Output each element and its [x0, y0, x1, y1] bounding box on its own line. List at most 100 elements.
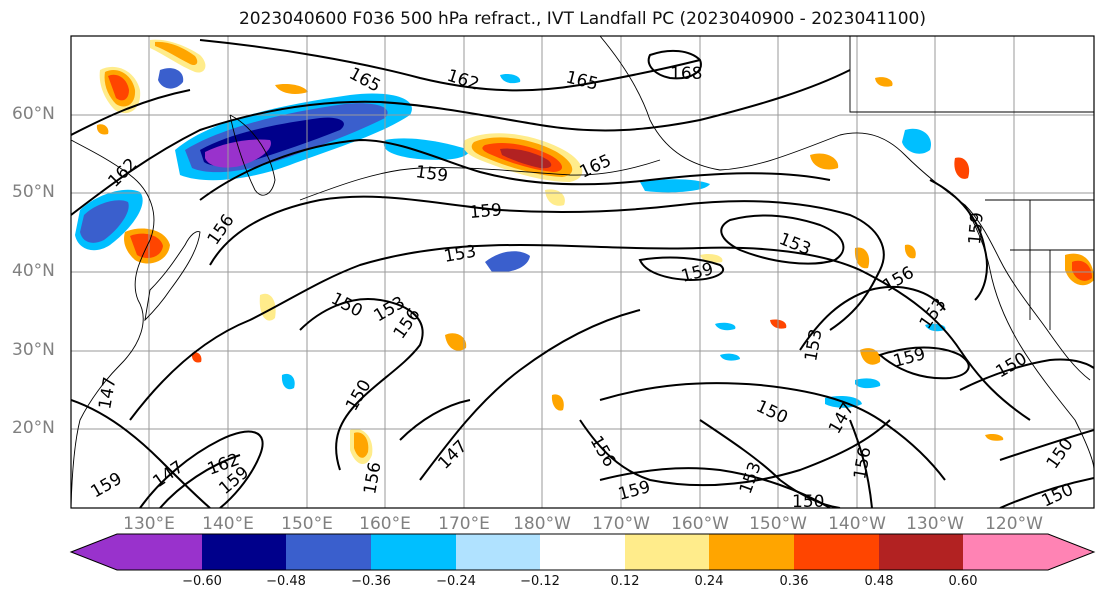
positive-anomaly-region: [545, 189, 565, 206]
contour-159: [199, 138, 831, 201]
colorbar-tick-label: 0.60: [948, 574, 978, 589]
positive-anomaly-region: [191, 352, 202, 363]
contour-153: [699, 419, 841, 508]
positive-anomaly-region: [1072, 260, 1092, 281]
contour-156: [209, 195, 885, 331]
positive-anomaly-region: [810, 153, 839, 170]
positive-anomaly-region: [108, 74, 129, 101]
japan-coastline: [144, 231, 201, 322]
positive-anomaly-region: [445, 333, 467, 351]
coastlines: [71, 36, 1094, 508]
contour-156: [849, 419, 873, 508]
map-title: 2023040600 F036 500 hPa refract., IVT La…: [238, 9, 926, 29]
colorbar-tick-label: −0.12: [520, 574, 560, 589]
contour-156: [579, 419, 891, 487]
contour-label: 159: [88, 469, 126, 503]
contour-label: 150: [1039, 480, 1077, 512]
positive-anomaly-region: [860, 348, 881, 365]
contour-label: 150: [328, 289, 366, 322]
contour-label: 165: [577, 151, 615, 183]
contour-159: [877, 346, 970, 380]
negative-anomaly-region: [158, 68, 184, 89]
negative-anomaly-region: [902, 128, 931, 154]
colorbar-tick-label: −0.36: [351, 574, 391, 589]
contour-lines: [71, 39, 1094, 508]
contour-label: 150: [1043, 435, 1078, 473]
longitude-label: 150°E: [281, 514, 333, 534]
negative-anomaly-region: [205, 139, 271, 168]
contour-label: 150: [993, 349, 1031, 383]
colorbar-tick-label: 0.12: [610, 574, 640, 589]
longitude-label: 140°E: [202, 514, 254, 534]
asia-coastline: [71, 139, 155, 508]
contour-label: 153: [442, 242, 477, 267]
negative-anomaly-region: [720, 353, 740, 361]
contour-label: 156: [586, 433, 620, 471]
latitude-label: 60°N: [12, 104, 55, 124]
negative-anomaly-region: [855, 378, 881, 389]
contour-label: 150: [753, 396, 791, 428]
contour-150: [959, 358, 1094, 391]
contour-label: 147: [434, 436, 471, 473]
colorbar-tick-label: 0.48: [864, 574, 894, 589]
negative-anomaly-region: [383, 138, 470, 160]
negative-anomaly-region: [715, 322, 736, 331]
contour-150: [599, 382, 946, 481]
positive-anomaly-region: [985, 433, 1004, 441]
positive-anomaly-region: [954, 157, 970, 179]
colorbar-cell: [879, 534, 963, 570]
contour-label: 168: [670, 64, 702, 84]
contour-label: 159: [965, 211, 988, 245]
latitude-label: 50°N: [12, 182, 55, 202]
contour-168: [647, 49, 702, 80]
longitude-label: 120°W: [985, 514, 1043, 534]
contour-147: [419, 309, 641, 481]
positive-anomaly-region: [904, 244, 916, 259]
contour-label: 162: [444, 66, 481, 95]
contour-165: [199, 39, 701, 92]
colorbar-outline: [69, 533, 1096, 571]
map-frame: [70, 35, 1095, 509]
contour-165: [71, 89, 191, 136]
alaska-coastline: [599, 36, 1091, 381]
colorbar: [69, 533, 1096, 571]
contour-162: [71, 69, 851, 216]
longitude-label: 170°W: [592, 514, 650, 534]
contour-150: [999, 429, 1094, 461]
positive-anomaly-region: [354, 432, 369, 458]
colorbar-cell: [709, 534, 794, 570]
map-area: 165 162 165 168 162 159 165 159 156 153 …: [71, 36, 1094, 512]
negative-anomaly-region: [281, 373, 295, 390]
colorbar-cell: [625, 534, 709, 570]
aleutian-chain: [299, 159, 661, 201]
longitude-label: 150°W: [749, 514, 807, 534]
contour-150: [139, 430, 264, 508]
contour-label: 156: [204, 211, 239, 249]
positive-anomaly-region: [875, 77, 893, 87]
contour-162: [159, 454, 241, 508]
contour-153: [129, 243, 1031, 421]
colorbar-tick-label: −0.60: [182, 574, 222, 589]
contour-label: 147: [95, 375, 120, 410]
canada-border: [849, 36, 1094, 113]
contour-label: 153: [916, 295, 951, 333]
colorbar-cell: [794, 534, 879, 570]
colorbar-tick-label: −0.24: [436, 574, 476, 589]
contour-label: 159: [414, 162, 449, 186]
contour-159: [638, 256, 725, 282]
contour-label: 153: [776, 229, 814, 260]
colorbar-cell: [540, 534, 625, 570]
latitude-label: 40°N: [12, 261, 55, 281]
negative-anomaly-region: [485, 251, 530, 273]
longitude-label: 160°E: [359, 514, 411, 534]
colorbar-cell: [371, 534, 456, 570]
contour-label: 156: [850, 445, 875, 480]
contour-label: 159: [616, 477, 653, 505]
contour-label: 150: [792, 492, 824, 512]
negative-anomaly-region: [80, 200, 129, 243]
longitude-label: 140°W: [828, 514, 886, 534]
contour-156: [929, 179, 988, 301]
colorbar-cell: [71, 534, 202, 570]
kamchatka-coastline: [229, 114, 276, 196]
negative-anomaly-region: [500, 73, 521, 84]
